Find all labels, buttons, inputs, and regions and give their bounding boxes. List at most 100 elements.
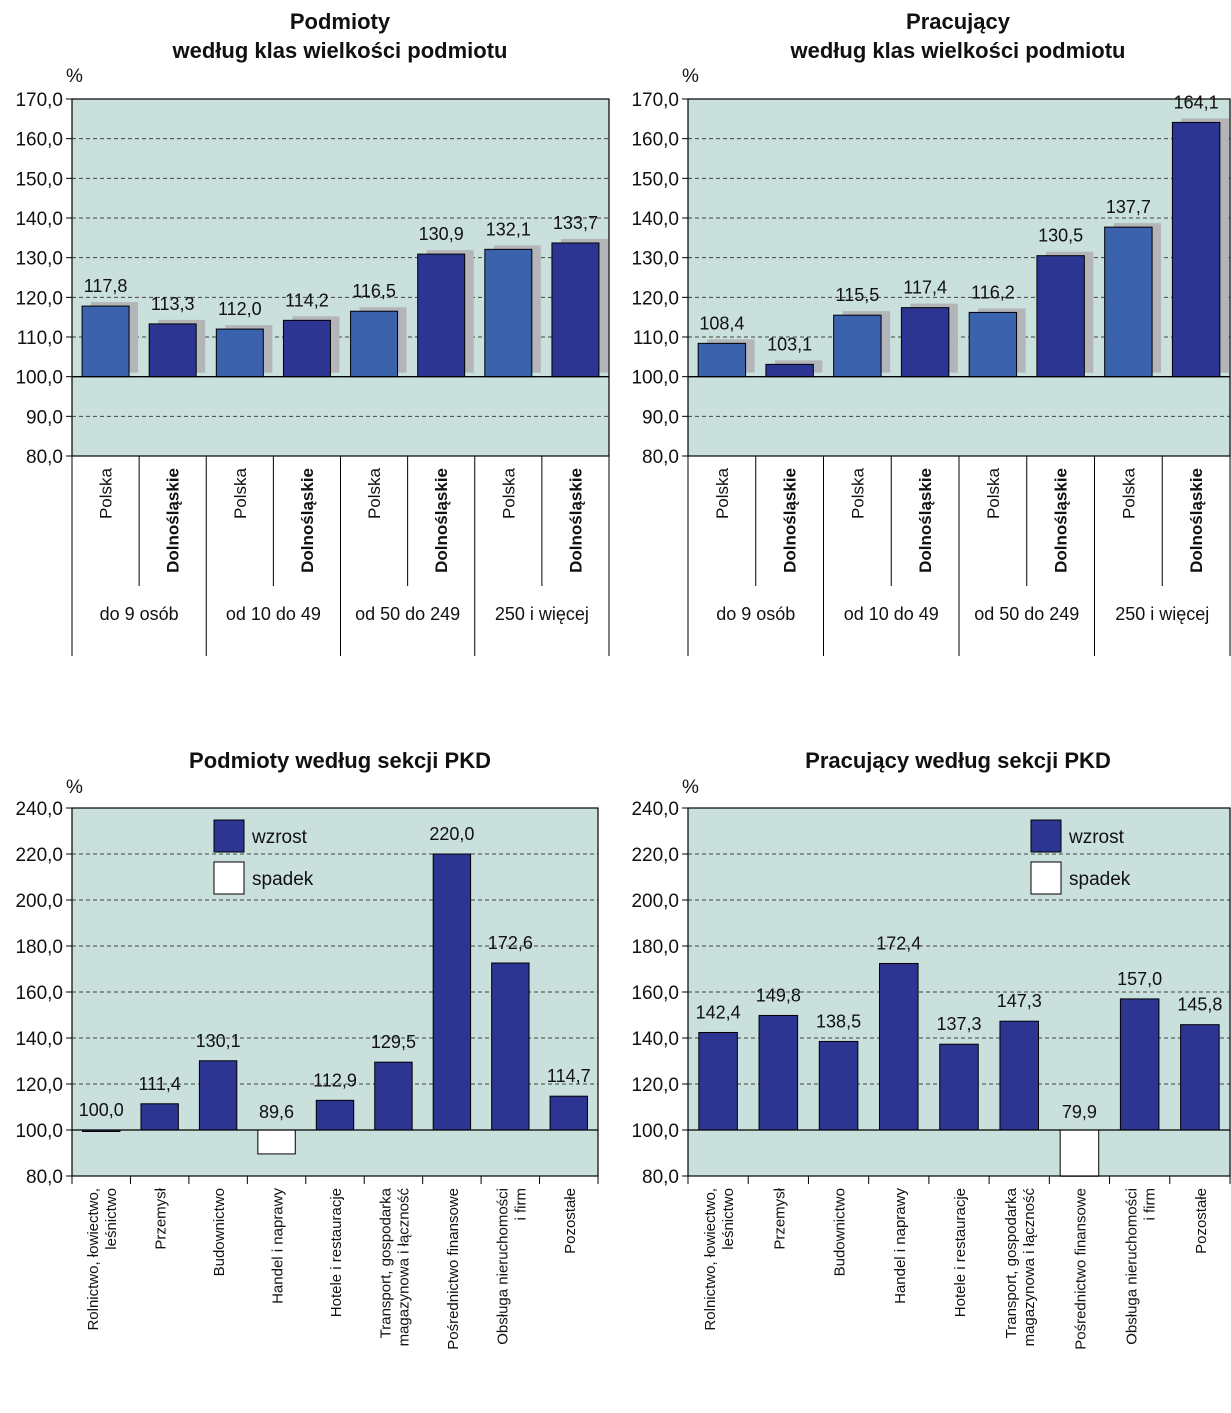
y-tick-label: 100,0 [631,1121,679,1142]
x-category-label: Pozostałe [562,1188,579,1254]
x-category-label: Budownictwo [832,1188,849,1276]
y-tick-label: 100,0 [631,368,679,389]
x-category-label: Przemysł [153,1187,170,1249]
data-label: 130,1 [196,1031,241,1051]
bar-wzrost [939,1043,979,1131]
x-category-label: Dolnośląskie [566,468,585,573]
x-category-label: Handel i naprawy [270,1188,287,1304]
y-tick-label: 130,0 [631,249,679,270]
data-label: 117,4 [903,278,947,298]
x-category-label: Obsługa nieruchomości [494,1188,511,1345]
x-group-label: od 10 do 49 [844,604,939,624]
data-label: 111,4 [138,1074,180,1094]
x-category-label: Rolnictwo, łowiectwo, [702,1188,719,1331]
plot-border [71,98,610,457]
chart-title: Pracujący [906,9,1011,34]
chart-title: Podmioty [290,9,391,34]
x-category-label: Pośrednictwo finansowe [1072,1188,1089,1350]
unit-label: % [66,66,83,87]
bar-dolnoslaskie [765,363,814,378]
x-category-label: magazynowa i łączność [395,1188,412,1347]
x-category-label: Dolnośląskie [1052,468,1071,573]
data-label: 116,2 [971,282,1015,302]
data-label: 137,7 [1106,197,1151,217]
y-tick-label: 170,0 [15,90,63,111]
x-category-label: Przemysł [771,1187,788,1249]
unit-label: % [66,777,83,798]
y-tick-label: 120,0 [15,1075,63,1096]
data-label: 149,8 [756,985,801,1005]
data-label: 220,0 [429,824,474,844]
y-tick-label: 80,0 [26,447,63,468]
data-label: 114,7 [547,1066,591,1086]
bar-wzrost [818,1040,859,1131]
legend-label: wzrost [1068,827,1125,848]
bar-wzrost [698,1031,738,1131]
data-label: 172,6 [488,933,533,953]
data-label: 145,8 [1177,995,1222,1015]
y-tick-label: 200,0 [15,891,63,912]
data-label: 147,3 [997,991,1042,1011]
data-label: 100,0 [79,1100,124,1120]
x-category-label: leśnictwo [720,1188,737,1250]
x-group-label: od 50 do 249 [355,604,460,624]
plot-border [687,807,1231,1177]
x-category-label: Polska [499,467,518,519]
x-category-label: Polska [365,467,384,519]
y-tick-label: 160,0 [15,130,63,151]
x-category-label: Polska [231,467,250,519]
y-tick-label: 180,0 [15,937,63,958]
unit-label: % [682,777,699,798]
x-category-label: Handel i naprawy [892,1188,909,1304]
y-tick-label: 150,0 [15,169,63,190]
bar-polska [350,310,399,378]
bar-wzrost [758,1014,799,1131]
y-tick-label: 100,0 [15,368,63,389]
bar-dolnoslaskie [900,307,950,378]
y-tick-label: 240,0 [631,799,679,820]
legend-swatch-spadek [213,861,245,895]
x-category-label: Polska [984,467,1003,519]
y-tick-label: 140,0 [631,1029,679,1050]
x-category-label: Dolnośląskie [916,468,935,573]
y-tick-label: 80,0 [642,447,679,468]
data-label: 172,4 [876,933,921,953]
x-category-label: Pośrednictwo finansowe [445,1188,462,1350]
bar-polska [833,314,882,378]
bar-polska [1104,226,1153,378]
legend-swatch-spadek [1030,861,1062,895]
bar-wzrost [432,853,472,1131]
x-category-label: Polska [713,467,732,519]
data-label: 130,9 [419,224,464,244]
data-label: 114,2 [285,290,329,310]
y-tick-label: 140,0 [15,1029,63,1050]
data-label: 89,6 [259,1102,294,1122]
chart-title: według klas wielkości podmiotu [790,38,1126,63]
bar-spadek [257,1129,296,1155]
bar-wzrost [140,1103,179,1131]
chart-title: Pracujący według sekcji PKD [805,748,1111,773]
bar-spadek [1059,1129,1100,1177]
y-tick-label: 80,0 [642,1167,679,1188]
y-tick-label: 90,0 [642,407,679,428]
x-category-label: Polska [1119,467,1138,519]
y-tick-label: 220,0 [15,845,63,866]
bar-wzrost [1119,998,1160,1131]
x-category-label: Hotele i restauracje [328,1188,345,1317]
data-label: 117,8 [84,276,128,296]
x-category-label: Budownictwo [211,1188,228,1276]
legend-swatch-wzrost [1030,819,1062,853]
y-tick-label: 160,0 [631,983,679,1004]
x-group-label: od 10 do 49 [226,604,321,624]
data-label: 79,9 [1062,1102,1097,1122]
bar-dolnoslaskie [1036,255,1085,378]
bar-dolnoslaskie [282,319,331,378]
bar-wzrost [374,1061,413,1131]
y-tick-label: 80,0 [26,1167,63,1188]
x-group-label: 250 i więcej [495,604,589,624]
y-tick-label: 170,0 [631,90,679,111]
chart-title: według klas wielkości podmiotu [172,38,508,63]
chart-title: Podmioty według sekcji PKD [189,748,491,773]
y-tick-label: 160,0 [15,983,63,1004]
